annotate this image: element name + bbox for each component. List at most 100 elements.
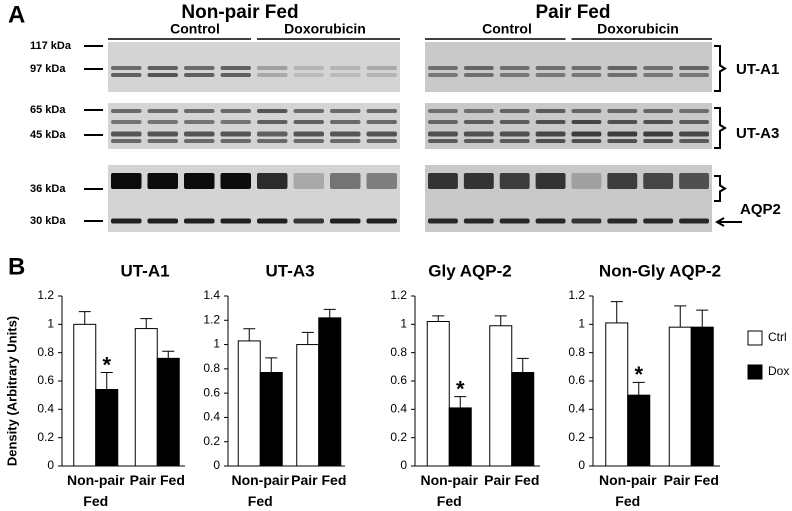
y-tick-label: 1 xyxy=(400,317,407,331)
blot-band xyxy=(571,139,602,143)
blot-band xyxy=(679,139,709,143)
blot-band xyxy=(293,73,324,77)
blot-band xyxy=(257,131,288,137)
error-bar xyxy=(516,357,529,373)
x-tick-label: Non-pair Fed xyxy=(66,472,125,509)
marker-label: 30 kDa xyxy=(30,215,66,227)
bar xyxy=(134,328,158,467)
blot-band xyxy=(366,131,397,137)
y-tick-label: 1.2 xyxy=(37,288,54,302)
condition-label: Control xyxy=(482,21,532,37)
blot-band xyxy=(428,109,458,113)
blot-band xyxy=(463,73,494,77)
blot-band xyxy=(293,66,324,70)
bar xyxy=(259,372,283,467)
blot-band xyxy=(366,139,397,143)
marker-label: 65 kDa xyxy=(30,104,66,116)
blot-band xyxy=(184,120,215,124)
blot-band xyxy=(366,173,397,189)
blot-band xyxy=(220,120,251,124)
chart-title: UT-A1 xyxy=(120,261,169,280)
marker-label: 117 kDa xyxy=(30,40,72,52)
bracket xyxy=(714,45,727,92)
bar xyxy=(237,340,261,467)
blot-band xyxy=(428,139,458,143)
blot-band xyxy=(571,66,602,70)
blot-band xyxy=(499,73,530,77)
error-bar xyxy=(494,315,507,326)
blot-band xyxy=(257,73,288,77)
arrow xyxy=(714,217,742,227)
chart-title: Non-Gly AQP-2 xyxy=(599,261,721,280)
blot-band xyxy=(607,139,638,143)
y-tick-label: 0.2 xyxy=(568,430,585,444)
y-tick-label: 0.4 xyxy=(203,410,220,424)
blot-band xyxy=(111,139,142,143)
blot-band xyxy=(535,131,566,137)
blot-band xyxy=(463,173,494,189)
blot-band xyxy=(499,120,530,124)
blot-band xyxy=(330,218,361,224)
blot-band xyxy=(535,120,566,124)
y-tick-label: 1.4 xyxy=(203,288,220,302)
bar xyxy=(156,357,180,467)
blot-band xyxy=(607,66,638,70)
y-tick-label: 0.6 xyxy=(37,373,54,387)
blot-band xyxy=(257,218,288,224)
blot-band xyxy=(571,109,602,113)
blot-band xyxy=(220,131,251,137)
blot-band xyxy=(571,173,602,189)
blot-band xyxy=(220,73,251,77)
blot-band xyxy=(147,109,178,113)
blot-band xyxy=(571,218,602,224)
blot-band xyxy=(463,66,494,70)
blot-band xyxy=(330,73,361,77)
blot-band xyxy=(257,173,288,189)
panel-label: A xyxy=(8,1,25,28)
blot-band xyxy=(293,218,324,224)
bracket xyxy=(714,107,727,149)
y-tick-label: 0.8 xyxy=(390,345,407,359)
bar xyxy=(605,322,629,467)
blot-band xyxy=(463,131,494,137)
protein-label: AQP2 xyxy=(740,201,781,218)
blot-band xyxy=(499,218,530,224)
blot-band xyxy=(428,218,458,224)
blot-band xyxy=(428,131,458,137)
error-bar xyxy=(243,328,256,341)
error-bar xyxy=(454,396,467,408)
bar xyxy=(511,372,535,467)
x-tick-label: Pair Fed xyxy=(484,472,540,488)
blot-band xyxy=(293,139,324,143)
blot-band xyxy=(220,139,251,143)
y-tick-label: 0.4 xyxy=(37,402,54,416)
blot-band xyxy=(220,173,251,189)
y-tick-label: 0.2 xyxy=(203,434,220,448)
bar xyxy=(426,321,450,467)
blot-band xyxy=(643,173,674,189)
blot-band xyxy=(184,131,215,137)
error-bar xyxy=(610,301,623,323)
bar xyxy=(73,323,97,467)
error-bar xyxy=(432,315,445,322)
blot-band xyxy=(535,218,566,224)
legend-swatch xyxy=(747,364,763,380)
blot-band xyxy=(571,131,602,137)
error-bar xyxy=(162,350,175,359)
blot-band xyxy=(535,66,566,70)
y-tick-label: 0.8 xyxy=(37,345,54,359)
blot-band xyxy=(428,173,458,189)
blot-band xyxy=(330,109,361,113)
blot-band xyxy=(607,120,638,124)
error-bar xyxy=(696,309,709,328)
blot-band xyxy=(643,73,674,77)
chart-title: Gly AQP-2 xyxy=(428,261,511,280)
significance-mark: * xyxy=(634,362,643,387)
y-tick-label: 0 xyxy=(47,458,54,472)
blot-band xyxy=(428,120,458,124)
legend-label: Ctrl xyxy=(768,330,787,344)
blot-band xyxy=(607,173,638,189)
blot-band xyxy=(220,218,251,224)
blot-band xyxy=(111,120,142,124)
